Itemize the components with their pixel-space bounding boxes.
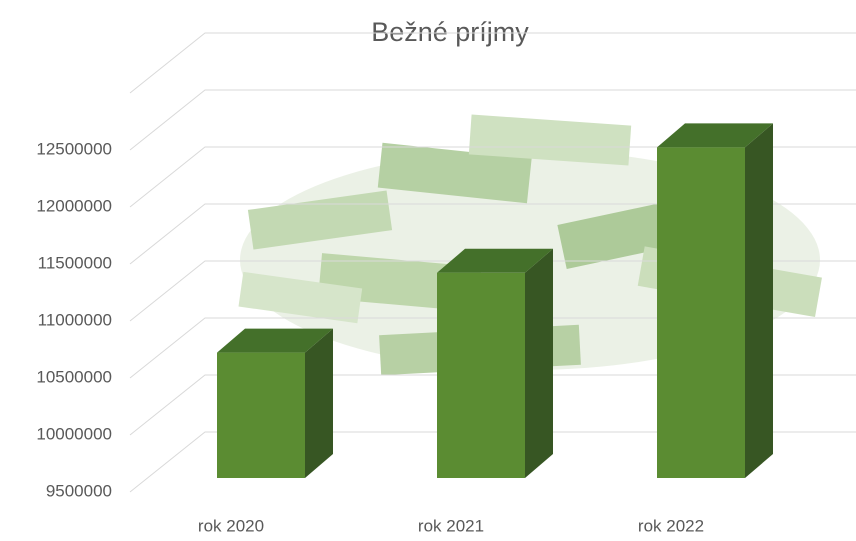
x-tick-label: rok 2022	[638, 516, 704, 535]
y-tick-label: 12000000	[36, 196, 112, 215]
x-tick-label: rok 2020	[198, 516, 264, 535]
bar-side	[525, 249, 553, 478]
x-tick-label: rok 2021	[418, 516, 484, 535]
bar	[217, 353, 305, 478]
y-tick-label: 9500000	[46, 481, 112, 500]
bar	[657, 147, 745, 478]
bar	[437, 273, 525, 478]
bar-side	[745, 123, 773, 478]
y-tick-label: 11000000	[38, 310, 112, 329]
y-tick-label: 11500000	[38, 253, 112, 272]
bar-side	[305, 329, 333, 478]
chart-title: Bežné príjmy	[371, 17, 529, 47]
y-tick-label: 10000000	[36, 424, 112, 443]
y-tick-label: 10500000	[36, 367, 112, 386]
y-tick-label: 12500000	[36, 139, 112, 158]
chart: Bežné príjmy 9500000 10000000 10500000 1100…	[0, 0, 856, 536]
